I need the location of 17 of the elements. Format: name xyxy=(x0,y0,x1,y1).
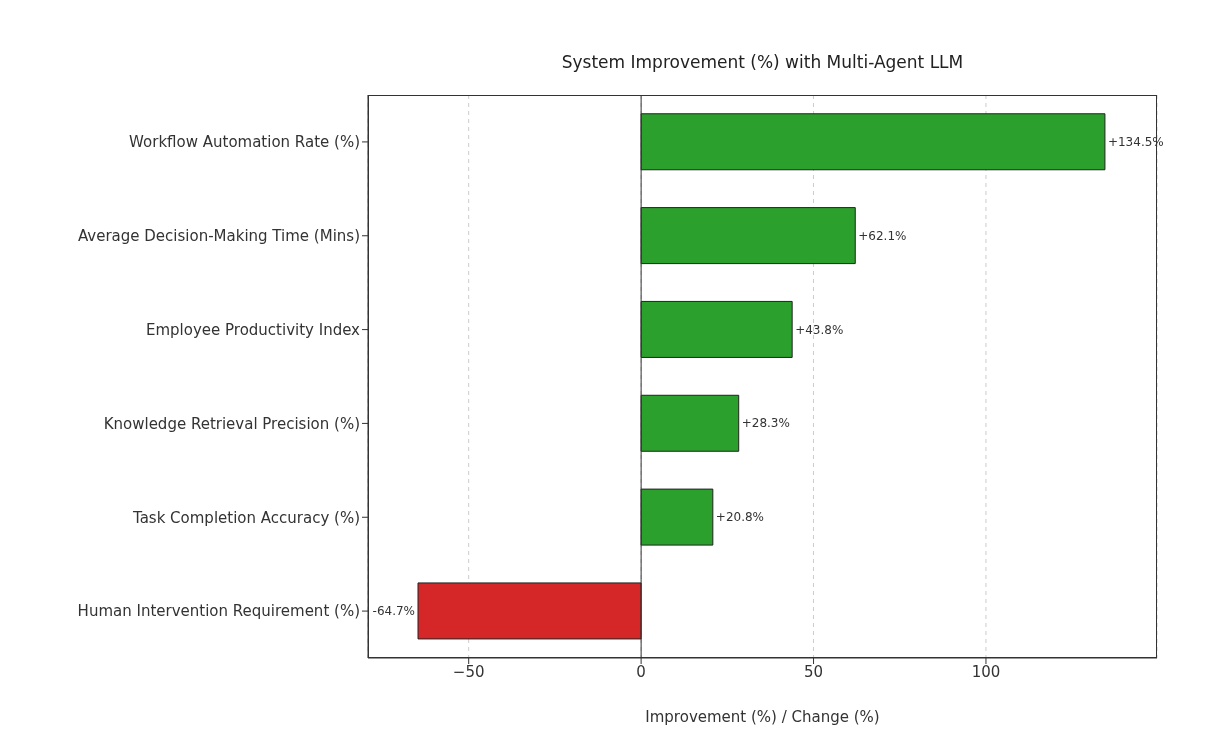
x-tick-label: −50 xyxy=(452,662,485,681)
x-tick-label: 0 xyxy=(636,662,646,681)
data-label: +62.1% xyxy=(858,228,907,243)
y-tick-label: Human Intervention Requirement (%) xyxy=(77,602,360,621)
x-axis-title: Improvement (%) / Change (%) xyxy=(645,708,880,726)
y-tick-label: Employee Productivity Index xyxy=(145,320,361,339)
data-label: +43.8% xyxy=(795,322,844,337)
chart-title: System Improvement (%) with Multi-Agent LLM xyxy=(560,52,965,72)
x-tick-label: 100 xyxy=(971,662,1001,681)
data-label: -64.7% xyxy=(372,604,415,619)
x-tick-label: 50 xyxy=(803,662,824,681)
data-label: +28.3% xyxy=(741,416,790,431)
data-label: +20.8% xyxy=(715,510,765,525)
y-tick-label: Workflow Automation Rate (%) xyxy=(129,133,360,152)
y-tick-label: Knowledge Retrieval Precision (%) xyxy=(103,414,360,433)
y-tick-label: Task Completion Accuracy (%) xyxy=(131,508,360,527)
y-tick-label: Average Decision-Making Time (Mins) xyxy=(77,227,360,246)
